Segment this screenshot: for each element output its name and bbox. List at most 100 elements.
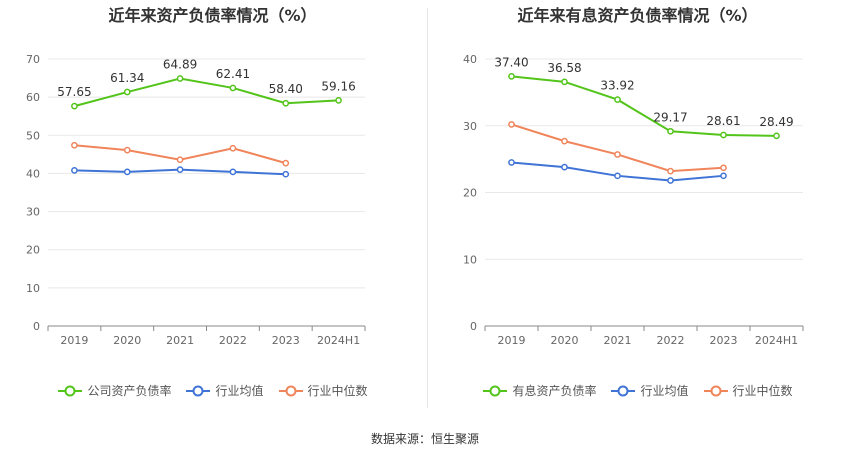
- chart-title: 近年来有息资产负债率情况（%）: [517, 6, 758, 25]
- data-point: [229, 84, 237, 92]
- y-tick-label: 60: [26, 91, 40, 104]
- data-point: [282, 99, 290, 107]
- data-point: [282, 159, 290, 167]
- legend-label: 行业均值: [215, 384, 264, 398]
- legend-line-marker-icon: [483, 385, 508, 396]
- data-point: [561, 78, 568, 86]
- legend-item[interactable]: 行业中位数: [278, 382, 368, 399]
- data-label: 61.34: [110, 71, 144, 85]
- y-tick-label: 20: [26, 244, 40, 257]
- x-tick-label: 2022: [219, 334, 247, 347]
- series-line: [511, 123, 724, 173]
- series-line: [74, 77, 339, 108]
- data-point: [614, 172, 621, 180]
- legend-label: 行业中位数: [732, 384, 793, 398]
- data-point: [614, 151, 621, 158]
- data-point: [176, 166, 184, 173]
- y-tick-label: 30: [26, 206, 40, 219]
- data-label: 62.41: [216, 67, 250, 81]
- y-tick-label: 0: [33, 320, 40, 333]
- interest-debt-ratio-line-chart: 0 10 20 30 40 2019 2020 2021 2022 2023 2024H1 37.40…: [463, 53, 804, 347]
- legend-item[interactable]: 行业均值: [185, 382, 264, 399]
- x-tick-label: 2021: [166, 334, 194, 347]
- data-label: 64.89: [163, 57, 197, 71]
- y-tick-label: 70: [26, 53, 40, 66]
- interest-debt-ratio-chart-panel: 近年来有息资产负债率情况（%） 0 10 20 30 40 2019 2020 2021 202…: [425, 0, 850, 420]
- panel-divider: [427, 8, 428, 408]
- data-point: [561, 163, 568, 171]
- data-point: [123, 146, 131, 154]
- data-point: [71, 167, 78, 174]
- data-label: 28.61: [706, 114, 740, 128]
- debt-ratio-chart-panel: 近年来资产负债率情况（%） 0 10 20 30 40 50 60 70 2019 2020 202…: [0, 0, 425, 420]
- legend-label: 有息资产负债率: [512, 384, 597, 398]
- legend-label: 公司资产负债率: [87, 384, 172, 398]
- series-line: [511, 75, 777, 137]
- data-point: [720, 131, 727, 139]
- data-point: [720, 164, 727, 172]
- legend-marker: [617, 385, 629, 396]
- legend-label: 行业均值: [640, 384, 689, 398]
- x-tick-label: 2020: [113, 334, 141, 347]
- x-tick-label: 2024H1: [755, 334, 798, 347]
- legend-marker: [192, 385, 204, 396]
- x-tick-label: 2024H1: [317, 334, 360, 347]
- legend-marker: [489, 385, 501, 396]
- legend-line-marker-icon: [186, 385, 211, 396]
- y-tick-label: 40: [463, 53, 477, 66]
- data-point: [123, 88, 131, 96]
- data-label: 33.92: [600, 79, 634, 93]
- legend-label: 行业中位数: [307, 384, 368, 398]
- data-point: [667, 177, 674, 184]
- legend-item[interactable]: 公司资产负债率: [57, 382, 171, 399]
- legend-item[interactable]: 有息资产负债率: [482, 382, 596, 399]
- data-point: [720, 172, 727, 180]
- debt-ratio-line-chart: 0 10 20 30 40 50 60 70 2019 2020 2021 2022 2023 2024H…: [26, 53, 366, 347]
- data-point: [176, 156, 184, 164]
- data-point: [282, 170, 290, 178]
- data-point: [508, 159, 515, 166]
- x-tick-label: 2023: [272, 334, 300, 347]
- data-point: [71, 102, 78, 110]
- data-source-note: 数据来源：恒生聚源: [370, 432, 479, 446]
- y-tick-label: 40: [26, 167, 40, 180]
- data-point: [229, 168, 237, 176]
- y-tick-label: 10: [26, 282, 40, 295]
- data-point: [508, 121, 515, 128]
- data-point: [561, 137, 568, 145]
- x-tick-label: 2019: [60, 334, 88, 347]
- data-point: [773, 132, 780, 140]
- data-label: 29.17: [653, 110, 687, 124]
- legend-line-marker-icon: [278, 385, 303, 396]
- legend-marker: [285, 385, 296, 396]
- data-point: [176, 75, 184, 82]
- y-tick-label: 20: [463, 187, 477, 200]
- data-point: [667, 127, 674, 135]
- y-tick-label: 50: [26, 129, 40, 142]
- x-tick-label: 2020: [551, 334, 579, 347]
- data-label: 37.40: [494, 55, 528, 69]
- data-point: [667, 167, 674, 175]
- data-point: [229, 144, 237, 152]
- data-point: [123, 168, 131, 176]
- legend-line-marker-icon: [611, 385, 636, 396]
- data-label: 58.40: [269, 82, 303, 96]
- data-point: [71, 141, 78, 149]
- legend-item[interactable]: 行业中位数: [703, 382, 793, 399]
- y-tick-label: 0: [470, 320, 477, 333]
- data-point: [614, 96, 621, 103]
- chart-legend: 公司资产负债率 行业均值 行业中位数: [0, 382, 425, 399]
- legend-item[interactable]: 行业均值: [610, 382, 689, 399]
- legend-marker: [710, 385, 721, 396]
- data-label: 36.58: [547, 61, 581, 75]
- data-point: [508, 73, 515, 80]
- legend-line-marker-icon: [703, 385, 728, 396]
- chart-title: 近年来资产负债率情况（%）: [108, 6, 317, 25]
- x-tick-label: 2021: [604, 334, 632, 347]
- x-tick-label: 2022: [657, 334, 685, 347]
- data-label: 59.16: [321, 79, 355, 93]
- y-tick-label: 10: [463, 253, 477, 266]
- data-point: [335, 96, 342, 104]
- y-tick-label: 30: [463, 120, 477, 133]
